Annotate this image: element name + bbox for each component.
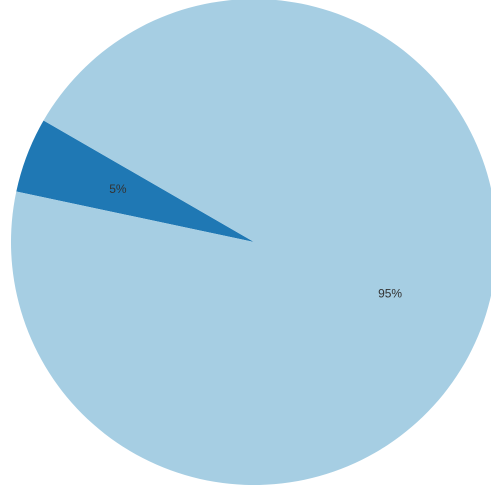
slices-layer <box>10 0 491 485</box>
labels-layer: 5%Hayır95%Evet <box>109 182 402 301</box>
pie-slice-0 <box>16 120 255 242</box>
pie-slice-1-percent-label: 95% <box>378 286 402 300</box>
pie-slice-0-percent-label: 5% <box>109 182 127 196</box>
pie-slice-1 <box>10 0 491 485</box>
